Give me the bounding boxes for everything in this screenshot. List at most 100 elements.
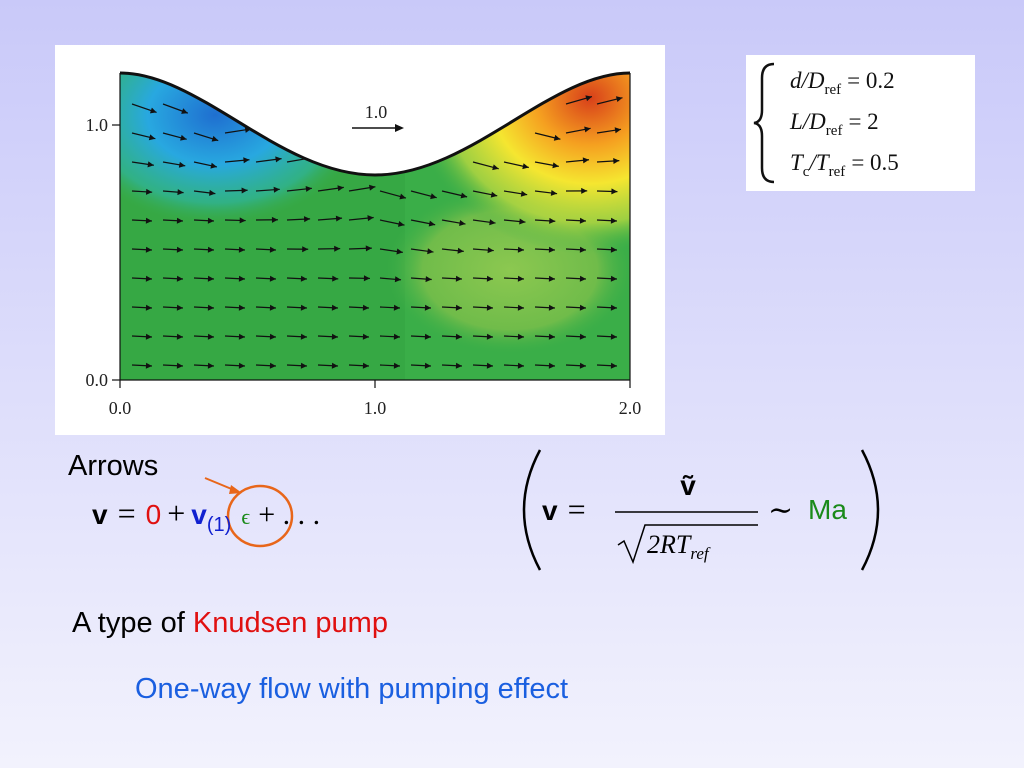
flow-arrowhead	[579, 217, 586, 224]
flow-arrowhead	[553, 134, 561, 141]
flow-arrowhead	[455, 333, 462, 340]
flow-arrowhead	[610, 362, 617, 369]
flow-arrowhead	[424, 362, 431, 369]
flow-arrowhead	[579, 304, 586, 311]
flow-arrowhead	[457, 247, 464, 254]
flow-arrowhead	[610, 246, 617, 253]
paren-left	[522, 449, 542, 571]
sim: ∼	[768, 494, 793, 527]
flow-arrowhead	[424, 333, 431, 340]
flow-arrowhead	[517, 304, 524, 311]
flow-arrowhead	[368, 184, 376, 191]
flow-arrowhead	[176, 217, 183, 224]
parameter: L/Dref = 2	[789, 109, 879, 139]
arrow-scale-label: 1.0	[365, 102, 388, 122]
flow-arrowhead	[455, 275, 462, 282]
flow-arrowhead	[238, 275, 245, 282]
flow-arrowhead	[300, 275, 307, 282]
flow-arrowhead	[337, 185, 344, 192]
flow-arrowhead	[145, 333, 152, 340]
flow-arrowhead	[427, 248, 434, 255]
definition-lhs: v =	[542, 491, 586, 527]
flow-arrowhead	[611, 188, 618, 195]
flow-arrowhead	[331, 333, 338, 340]
flow-arrowhead	[489, 219, 496, 226]
flow-arrowhead	[486, 333, 493, 340]
flow-arrowhead	[271, 216, 278, 223]
flow-arrowhead	[548, 275, 555, 282]
flow-arrowhead	[492, 164, 499, 171]
flow-arrowhead	[393, 362, 400, 369]
flow-arrowhead	[522, 163, 529, 170]
flow-arrowhead	[302, 246, 309, 253]
flow-arrowhead	[517, 275, 524, 282]
flow-arrowhead	[399, 193, 406, 200]
flow-arrowhead	[145, 362, 152, 369]
flow-arrowhead	[486, 362, 493, 369]
sqrt-sign	[617, 524, 758, 565]
flow-arrowhead	[334, 245, 341, 252]
flow-arrowhead	[238, 333, 245, 340]
flow-arrowhead	[269, 246, 276, 253]
flow-arrowhead	[550, 189, 558, 196]
flow-arrowhead	[548, 246, 555, 253]
wall-boundary	[119, 71, 631, 177]
flow-arrowhead	[428, 220, 436, 227]
y-tick-label: 0.0	[86, 370, 109, 390]
flow-arrowhead	[585, 95, 592, 102]
flow-arrowhead	[424, 304, 431, 311]
flow-arrowhead	[615, 96, 623, 103]
subcaption: One-way flow with pumping effect	[135, 673, 568, 705]
flow-arrowhead	[207, 333, 214, 340]
flow-arrowhead	[145, 217, 152, 224]
flow-arrowhead	[487, 247, 494, 254]
flow-arrowhead	[149, 107, 157, 114]
x-tick-label: 0.0	[109, 398, 132, 418]
flow-arrowhead	[145, 304, 152, 311]
flow-arrowhead	[207, 217, 214, 224]
flow-arrowhead	[176, 333, 183, 340]
flow-arrowhead	[303, 216, 311, 223]
flow-arrowhead	[393, 333, 400, 340]
flow-arrowhead	[238, 362, 245, 369]
flow-arrowhead	[209, 189, 216, 196]
flow-arrowhead	[549, 217, 556, 224]
flow-arrowhead	[273, 186, 280, 193]
flow-arrowhead	[393, 304, 400, 311]
flow-arrowhead	[552, 162, 559, 169]
flow-arrowhead	[362, 362, 369, 369]
axes	[112, 73, 631, 388]
flow-arrowhead	[581, 187, 588, 194]
flow-arrowhead	[582, 157, 590, 164]
flow-arrowhead	[362, 304, 369, 311]
flow-arrowhead	[610, 333, 617, 340]
flow-arrowhead	[517, 333, 524, 340]
parameter: Tc/Tref = 0.5	[790, 150, 899, 180]
brace	[753, 62, 775, 184]
flow-arrowhead	[145, 246, 152, 253]
flow-arrowhead	[145, 275, 152, 282]
flow-arrowhead	[239, 217, 246, 224]
flow-arrowhead	[148, 134, 156, 141]
flow-arrowhead	[520, 190, 528, 197]
flow-arrowhead	[517, 362, 524, 369]
flow-arrowhead	[300, 304, 307, 311]
parameter-box	[746, 55, 975, 191]
flow-arrowhead	[394, 276, 402, 283]
paren-right	[860, 449, 880, 571]
pointer-arrow	[204, 477, 235, 491]
flow-arrowhead	[579, 333, 586, 340]
flow-arrowhead	[486, 304, 493, 311]
flow-arrowhead	[210, 162, 217, 169]
x-tick-label: 2.0	[619, 398, 642, 418]
flow-arrowhead	[335, 215, 343, 222]
flow-arrowhead	[275, 156, 282, 163]
flow-arrowhead	[486, 275, 493, 282]
flow-arrowhead	[490, 191, 498, 198]
flow-arrowhead	[579, 275, 586, 282]
flow-arrowhead	[331, 362, 338, 369]
flow-arrowhead	[425, 276, 432, 283]
flow-arrowhead	[243, 157, 250, 164]
